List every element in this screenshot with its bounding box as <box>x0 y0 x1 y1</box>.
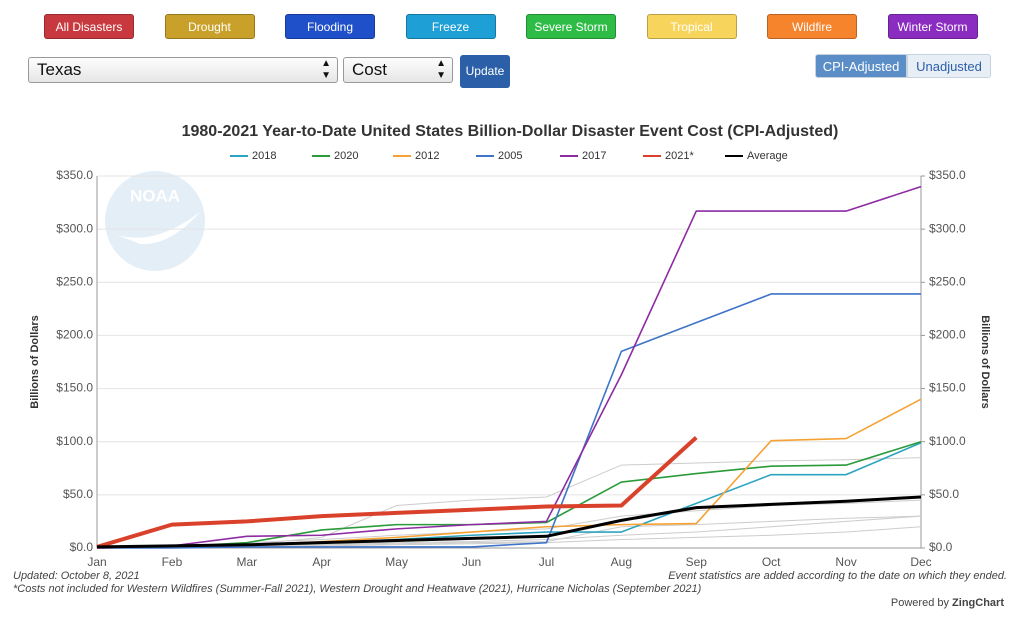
filter-button[interactable]: Tropical Cyclone <box>646 14 737 59</box>
y-tick-label: $200.0 <box>56 328 93 342</box>
legend-label: 2018 <box>252 150 276 162</box>
toggle-cpi[interactable]: CPI-Adjusted <box>815 54 907 78</box>
y2-tick-label: $300.0 <box>929 221 966 235</box>
x-tick-label: Oct <box>762 555 781 569</box>
filter-button[interactable]: Flooding <box>285 14 375 39</box>
x-tick-label: May <box>385 555 408 569</box>
y-tick-label: $50.0 <box>63 487 93 501</box>
logo-text: NOAA <box>130 186 180 205</box>
filter-button[interactable]: Severe Storm <box>526 14 616 39</box>
series-line <box>96 435 698 549</box>
legend-label: 2005 <box>498 150 522 162</box>
y2-tick-label: $50.0 <box>929 487 959 501</box>
y-tick-label: $100.0 <box>56 434 93 448</box>
x-tick-label: Dec <box>910 555 931 569</box>
metric-select[interactable]: Cost ▲ ▼ <box>343 57 453 83</box>
y2-tick-label: $0.0 <box>929 540 953 554</box>
x-tick-label: Jan <box>87 555 106 569</box>
update-button[interactable]: Update <box>460 55 510 88</box>
filter-button[interactable]: Winter Storm <box>887 14 978 39</box>
series-line <box>96 495 922 549</box>
metric-select-text: Cost <box>352 60 387 79</box>
event-note: Event statistics are added according to … <box>668 570 1007 582</box>
series-line <box>96 398 922 549</box>
logo-bird <box>110 212 200 245</box>
x-tick-label: Aug <box>611 555 632 569</box>
x-tick-label: Mar <box>236 555 257 569</box>
legend-label: Average <box>747 150 788 162</box>
filter-button[interactable]: Drought <box>164 14 255 39</box>
series-line <box>96 185 922 549</box>
powered-by: Powered by ZingChart <box>891 597 1004 609</box>
x-tick-label: Feb <box>162 555 183 569</box>
x-tick-label: Jul <box>539 555 554 569</box>
legend-label: 2017 <box>582 150 606 162</box>
x-tick-label: Apr <box>312 555 331 569</box>
y-tick-label: $150.0 <box>56 381 93 395</box>
chart-title: 1980-2021 Year-to-Date United States Bil… <box>182 123 839 140</box>
updated-note: Updated: October 8, 2021 <box>13 570 140 582</box>
costs-note: *Costs not included for Western Wildfire… <box>13 583 702 595</box>
y2-tick-label: $250.0 <box>929 274 966 288</box>
y-axis-label: Billions of Dollars <box>29 315 41 409</box>
filter-button[interactable]: All Disasters <box>44 14 134 39</box>
series-line <box>97 293 921 549</box>
y-tick-label: $0.0 <box>70 540 94 554</box>
legend-label: 2020 <box>334 150 358 162</box>
legend-label: 2012 <box>415 150 439 162</box>
logo <box>105 171 205 271</box>
y2-axis-label: Billions of Dollars <box>979 315 991 409</box>
x-tick-label: Sep <box>686 555 708 569</box>
state-select-text: Texas <box>37 60 82 79</box>
y-tick-label: $350.0 <box>56 168 93 182</box>
y2-tick-label: $350.0 <box>929 168 966 182</box>
y2-tick-label: $100.0 <box>929 434 966 448</box>
series-line <box>96 442 922 549</box>
x-tick-label: Jun <box>462 555 481 569</box>
y2-tick-label: $200.0 <box>929 328 966 342</box>
state-select[interactable]: Texas ▲ ▼ <box>28 57 338 83</box>
toggle-unadjusted[interactable]: Unadjusted <box>907 54 991 78</box>
filter-button[interactable]: Wildfire <box>767 14 857 39</box>
y-tick-label: $250.0 <box>56 274 93 288</box>
filter-button[interactable]: Freeze <box>405 14 496 39</box>
legend-label: 2021* <box>665 150 694 162</box>
y-tick-label: $300.0 <box>56 221 93 235</box>
brand-text: ZingChart <box>952 597 1004 609</box>
y2-tick-label: $150.0 <box>929 381 966 395</box>
powered-text: Powered by <box>890 597 949 609</box>
x-tick-label: Nov <box>835 555 856 569</box>
